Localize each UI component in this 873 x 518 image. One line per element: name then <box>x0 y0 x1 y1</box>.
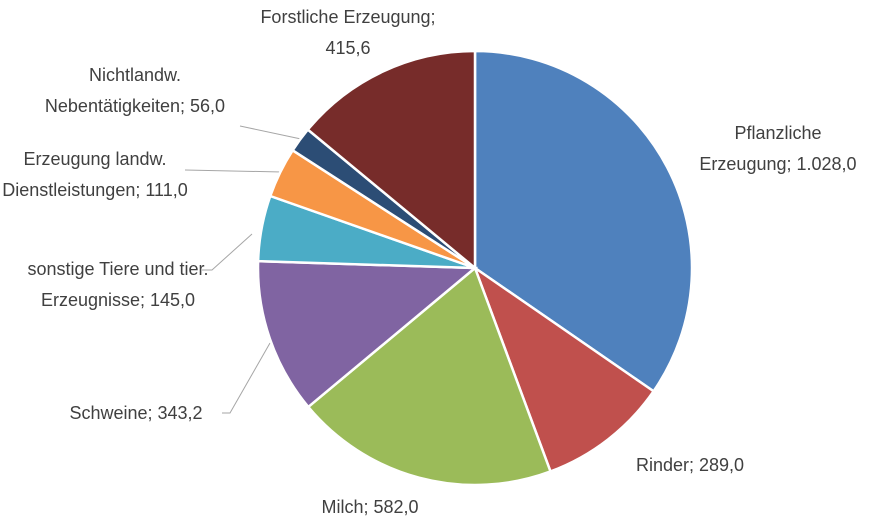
label-separator: ; <box>430 7 436 27</box>
value-label: 1.028,0 <box>796 154 857 174</box>
leader-line <box>202 233 253 271</box>
category-name: Milch <box>321 497 364 517</box>
value-label: 582,0 <box>373 497 419 517</box>
slice-label: sonstige Tiere und tier. Erzeugnisse; 14… <box>23 254 213 316</box>
slice-label: Nichtlandw. Nebentätigkeiten; 56,0 <box>18 60 253 122</box>
category-name: Schweine <box>69 403 148 423</box>
category-name: Nichtlandw. Nebentätigkeiten <box>44 65 182 116</box>
label-separator: ; <box>786 154 797 174</box>
value-label: 145,0 <box>150 290 196 310</box>
slice-label: Milch; 582,0 <box>270 492 470 518</box>
category-name: Forstliche Erzeugung <box>260 7 431 27</box>
value-label: 111,0 <box>145 180 188 200</box>
label-separator: ; <box>180 96 191 116</box>
value-label: 56,0 <box>190 96 226 116</box>
category-name: Erzeugung landw. Dienstleistungen <box>2 149 167 200</box>
value-label: 343,2 <box>157 403 203 423</box>
pie-slice <box>256 259 479 409</box>
pie-slice <box>306 265 553 487</box>
slice-label: Forstliche Erzeugung; 415,6 <box>253 2 443 64</box>
slice-label: Pflanzliche Erzeugung; 1.028,0 <box>698 118 858 180</box>
leader-line <box>184 169 283 173</box>
value-label: 289,0 <box>699 455 745 475</box>
value-label: 415,6 <box>325 38 371 58</box>
pie-slice <box>473 49 694 394</box>
category-name: Rinder <box>635 455 689 475</box>
slice-label: Schweine; 343,2 <box>36 398 236 429</box>
slice-label: Erzeugung landw. Dienstleistungen; 111,0 <box>0 144 190 206</box>
leader-line <box>239 125 302 140</box>
slice-label: Rinder; 289,0 <box>590 450 790 481</box>
category-name: Pflanzliche Erzeugung <box>699 123 822 174</box>
label-separator: ; <box>140 290 151 310</box>
label-separator: ; <box>135 180 146 200</box>
leader-line <box>222 342 271 414</box>
pie-slice <box>306 49 477 271</box>
pie-slice <box>472 264 656 474</box>
label-separator: ; <box>363 497 374 517</box>
label-separator: ; <box>688 455 699 475</box>
category-name: sonstige Tiere und tier. Erzeugnisse <box>27 259 209 310</box>
label-separator: ; <box>147 403 158 423</box>
